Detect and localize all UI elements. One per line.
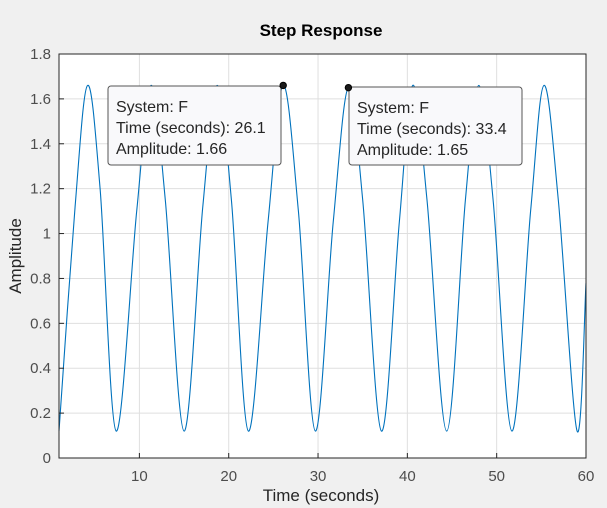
y-tick-label: 1.8 (30, 46, 51, 63)
x-tick-label: 60 (578, 468, 595, 485)
y-tick-label: 1.6 (30, 91, 51, 108)
x-axis-label: Time (seconds) (263, 486, 380, 505)
x-tick-label: 10 (131, 468, 148, 485)
datatip-amplitude: Amplitude: 1.65 (357, 142, 468, 159)
y-tick-label: 0.8 (30, 270, 51, 287)
x-tick-label: 30 (310, 468, 327, 485)
datatip[interactable]: System: F Time (seconds): 26.1 Amplitude: … (107, 81, 287, 166)
y-tick-label: 1.4 (30, 136, 51, 153)
datatip-time: Time (seconds): 26.1 (116, 120, 266, 137)
axes-box (58, 53, 587, 459)
y-tick-label: 1.2 (30, 181, 51, 198)
x-tick-label: 20 (220, 468, 237, 485)
chart-title: Step Response (260, 21, 383, 40)
x-tick-label: 40 (399, 468, 416, 485)
datatip-time: Time (seconds): 33.4 (357, 121, 507, 138)
y-tick-label: 0.6 (30, 315, 51, 332)
y-axis-label: Amplitude (6, 218, 25, 294)
datatip-box[interactable] (348, 86, 523, 166)
tick-labels: 10 20 30 40 50 60 0 0.2 0.4 0.6 0.8 1 1.2 1.4 1.6 1.8 (30, 46, 594, 485)
datatip-system: System: F (357, 100, 429, 117)
datatip-amplitude: Amplitude: 1.66 (116, 141, 227, 158)
datatip-box[interactable] (107, 85, 282, 166)
y-tick-label: 0 (43, 450, 51, 467)
datatips-layer: System: F Time (seconds): 26.1 Amplitude: … (107, 81, 523, 166)
y-tick-label: 0.4 (30, 360, 51, 377)
datatip[interactable]: System: F Time (seconds): 33.4 Amplitude: … (344, 83, 523, 166)
y-tick-label: 0.2 (30, 405, 51, 422)
x-tick-label: 50 (488, 468, 505, 485)
datatip-system: System: F (116, 99, 188, 116)
datatip-marker[interactable] (344, 83, 353, 92)
datatip-marker[interactable] (279, 81, 287, 90)
y-tick-label: 1 (43, 226, 51, 243)
